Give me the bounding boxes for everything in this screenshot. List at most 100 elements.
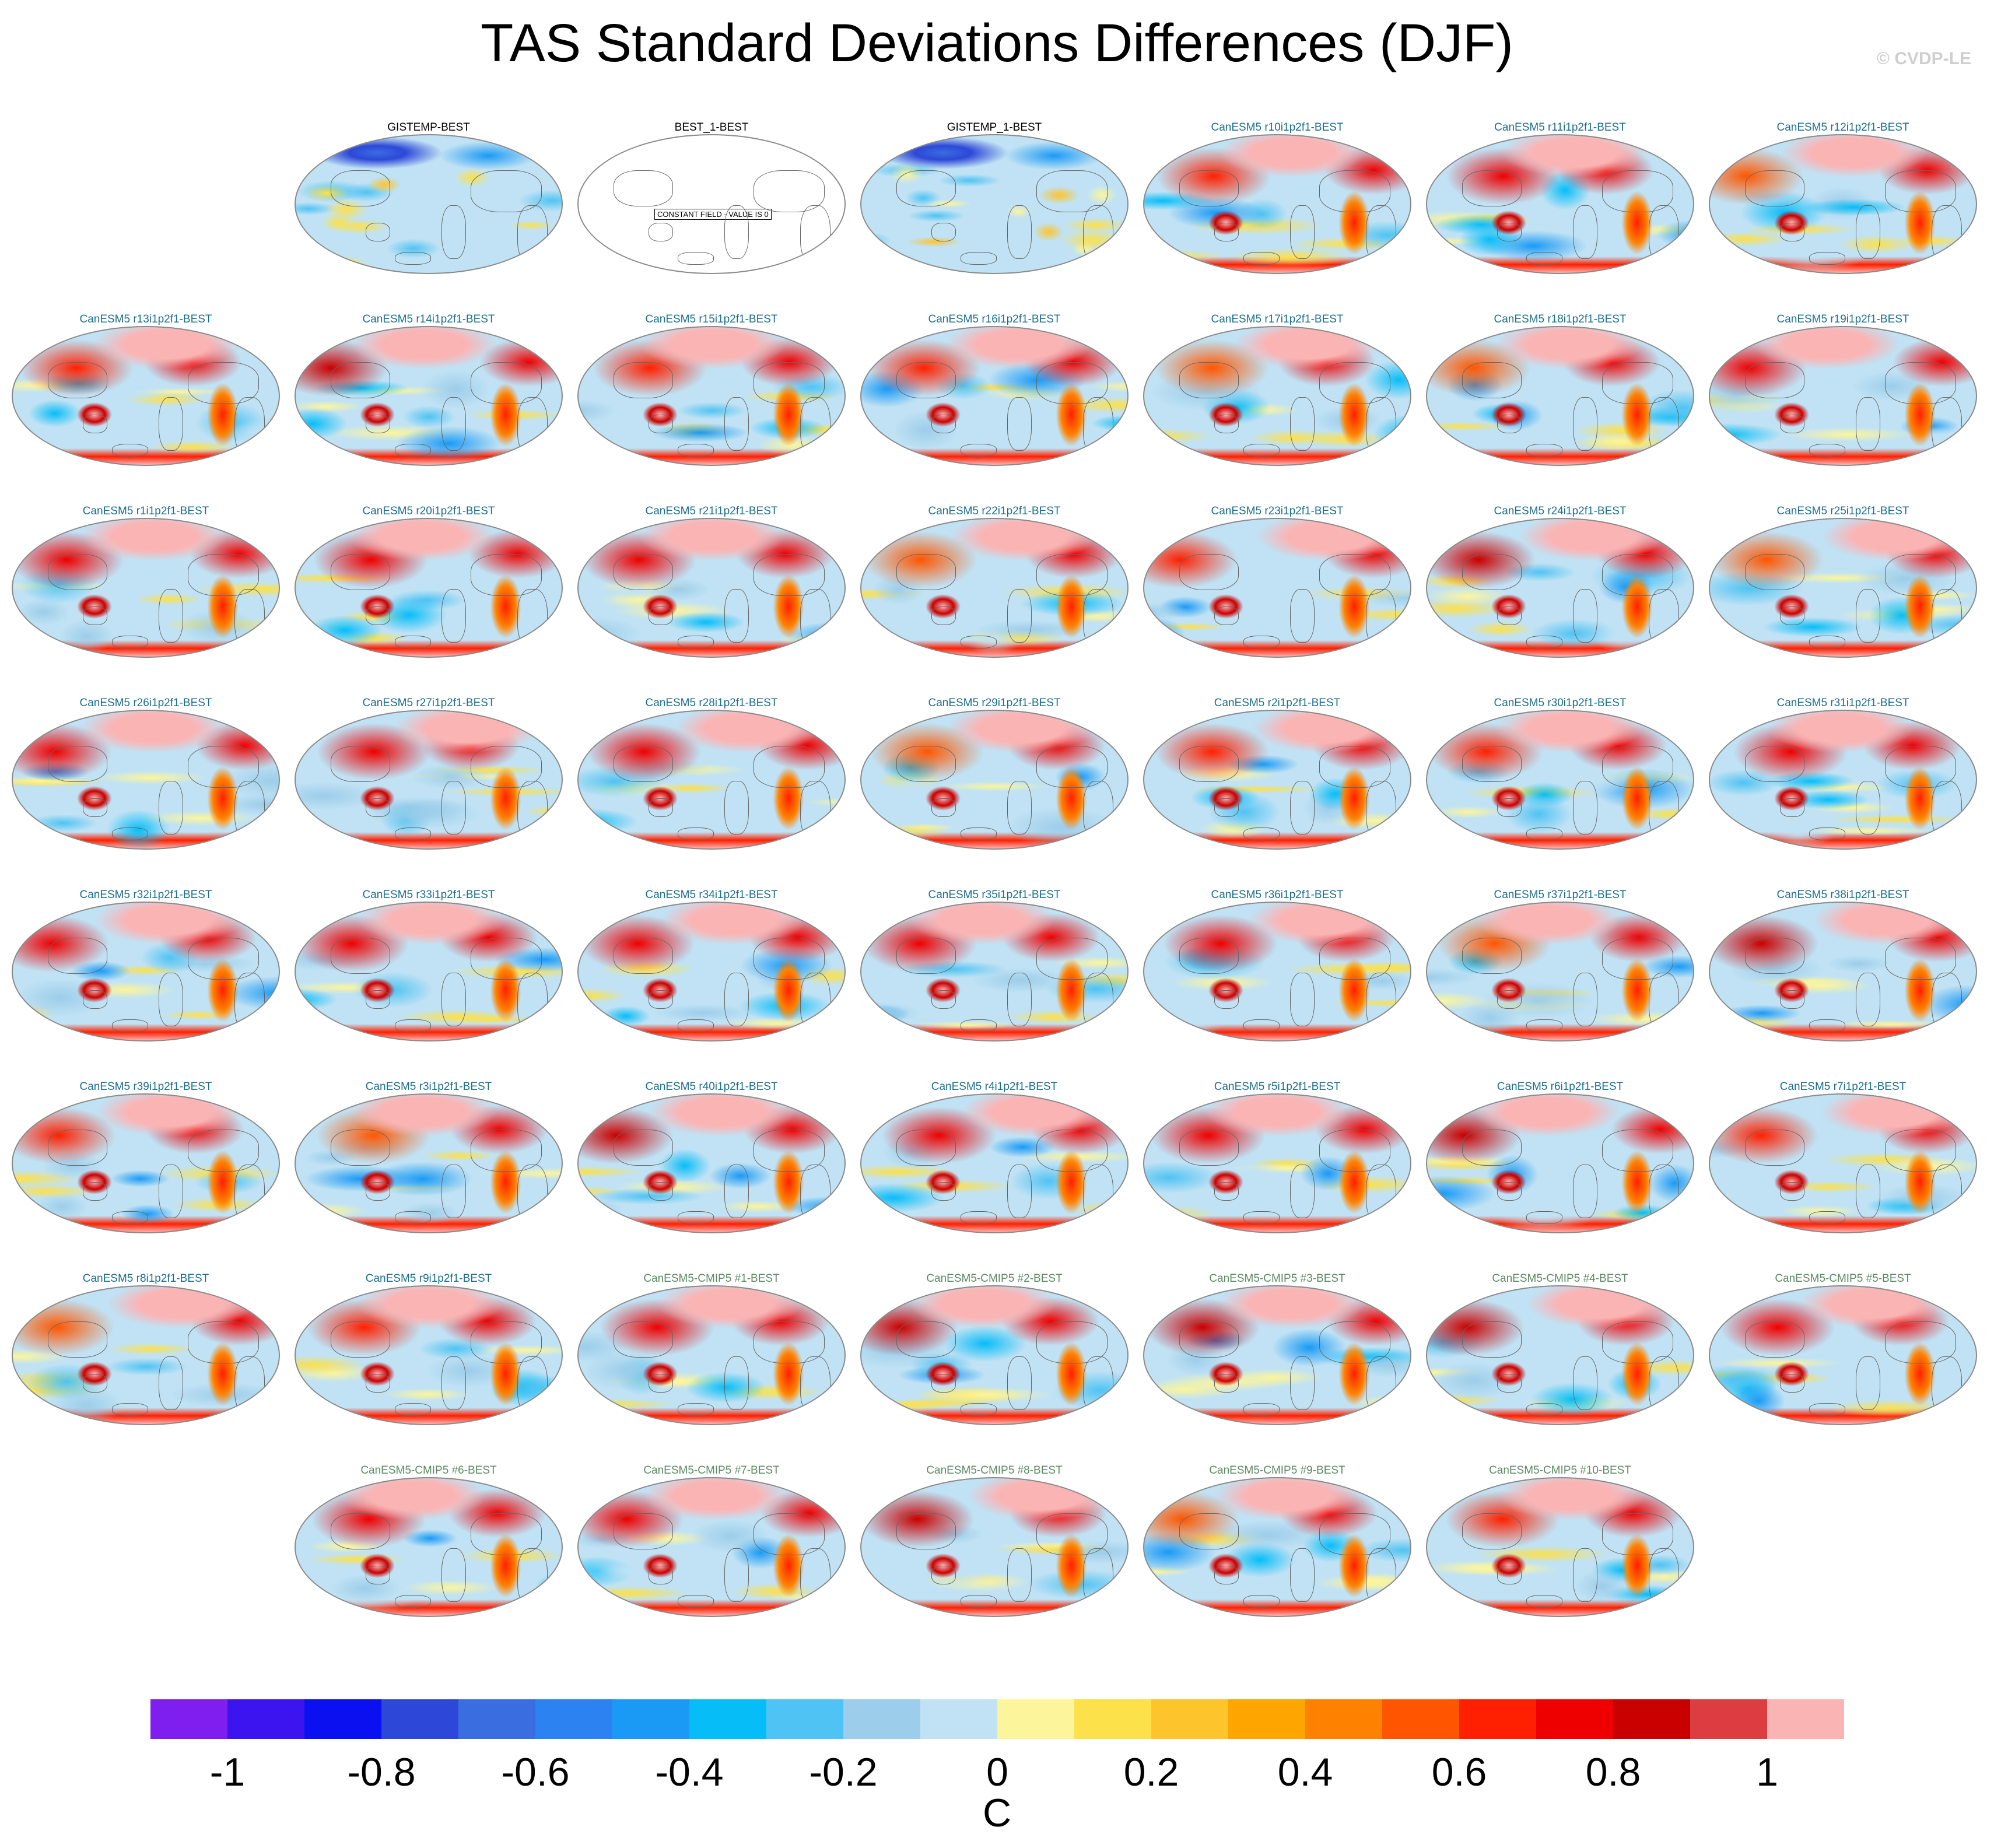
- coastline-outline: [1243, 1595, 1280, 1608]
- map-panel: CanESM5 r26i1p2f1-BEST: [6, 697, 286, 854]
- coastline-outline: [724, 1548, 749, 1602]
- globe-map: [1143, 134, 1411, 274]
- coastline-outline: [159, 781, 183, 834]
- coastline-outline: [1885, 938, 1956, 980]
- coastline-outline: [649, 1566, 673, 1584]
- globe-map: [860, 1477, 1129, 1617]
- panel-title: CanESM5 r22i1p2f1-BEST: [928, 505, 1061, 517]
- coastline-outline: [1780, 415, 1804, 433]
- coastline-outline: [961, 444, 997, 457]
- coastline-outline: [1243, 1019, 1280, 1032]
- coastline-outline: [1649, 781, 1679, 840]
- map-panel: CanESM5-CMIP5 #1-BEST: [572, 1272, 851, 1430]
- coastline-outline: [366, 990, 390, 1009]
- coastline-outline: [395, 1019, 431, 1032]
- coastline-outline: [649, 606, 673, 625]
- coastline-outline: [517, 589, 548, 648]
- coastline-outline: [188, 1130, 259, 1172]
- coastline-outline: [1497, 1182, 1522, 1201]
- panel-title: CanESM5 r13i1p2f1-BEST: [79, 313, 212, 325]
- coastline-outline: [1083, 397, 1113, 457]
- coastline-outline: [1083, 589, 1113, 648]
- coastline-outline: [1932, 1356, 1962, 1416]
- coastline-outline: [614, 1321, 673, 1358]
- coastline-outline: [1526, 1595, 1562, 1608]
- colorbar-swatch: [227, 1699, 304, 1739]
- coastline-outline: [83, 1182, 107, 1201]
- coastline-outline: [649, 1182, 673, 1201]
- coastline-outline: [1290, 589, 1315, 643]
- coastline-outline: [1366, 1165, 1396, 1224]
- panel-title: CanESM5 r3i1p2f1-BEST: [365, 1081, 492, 1093]
- colorbar-swatch: [1690, 1699, 1767, 1739]
- colorbar-swatch: [1459, 1699, 1536, 1739]
- coastline-outline: [896, 1513, 956, 1549]
- coastline-outline: [754, 938, 825, 980]
- coastline-outline: [1602, 1321, 1673, 1363]
- coastline-outline: [1856, 205, 1880, 259]
- globe-map: [860, 326, 1129, 466]
- panel-title: CanESM5-CMIP5 #5-BEST: [1775, 1272, 1911, 1285]
- coastline-outline: [1083, 1548, 1113, 1608]
- coastline-outline: [1885, 170, 1956, 212]
- coastline-outline: [1462, 746, 1522, 782]
- coastline-outline: [441, 781, 466, 834]
- map-panel: CanESM5 r37i1p2f1-BEST: [1420, 889, 1700, 1046]
- coastline-outline: [896, 554, 956, 590]
- coastline-outline: [1319, 1130, 1390, 1172]
- globe-map: [1143, 518, 1411, 658]
- coastline-outline: [1856, 1356, 1880, 1410]
- figure-title: TAS Standard Deviations Differences (DJF…: [481, 13, 1513, 73]
- coastline-outline: [471, 362, 542, 404]
- coastline-outline: [159, 973, 183, 1026]
- panel-title: CanESM5 r11i1p2f1-BEST: [1494, 121, 1626, 134]
- coastline-outline: [1036, 170, 1108, 212]
- coastline-outline: [1462, 170, 1522, 206]
- coastline-outline: [1179, 938, 1239, 974]
- globe-map: [860, 1093, 1129, 1233]
- panel-title: CanESM5 r5i1p2f1-BEST: [1214, 1081, 1341, 1093]
- globe-map: [1143, 902, 1411, 1042]
- coastline-outline: [1214, 223, 1239, 241]
- coastline-outline: [1745, 1130, 1804, 1166]
- panel-title: CanESM5 r39i1p2f1-BEST: [79, 1081, 212, 1093]
- map-panel: CanESM5-CMIP5 #7-BEST: [572, 1464, 851, 1622]
- coastline-outline: [614, 362, 673, 398]
- coastline-outline: [1745, 170, 1804, 206]
- coastline-outline: [1214, 415, 1239, 433]
- globe-map: [1709, 1285, 1977, 1425]
- coastline-outline: [1243, 444, 1280, 457]
- panel-title: GISTEMP_1-BEST: [947, 121, 1042, 134]
- coastline-outline: [1745, 746, 1804, 782]
- map-panel: CanESM5 r1i1p2f1-BEST: [6, 505, 286, 662]
- panel-title: CanESM5-CMIP5 #3-BEST: [1209, 1272, 1345, 1285]
- globe-map: [1709, 326, 1977, 466]
- coastline-outline: [331, 1513, 390, 1549]
- map-panel: CanESM5-CMIP5 #2-BEST: [854, 1272, 1134, 1430]
- coastline-outline: [678, 1019, 714, 1032]
- coastline-outline: [1780, 1374, 1804, 1393]
- coastline-outline: [649, 1374, 673, 1393]
- coastline-outline: [800, 1356, 830, 1416]
- coastline-outline: [441, 397, 466, 451]
- coastline-outline: [1856, 973, 1880, 1026]
- panel-title: CanESM5 r32i1p2f1-BEST: [79, 889, 212, 901]
- coastline-outline: [441, 589, 466, 643]
- colorbar-tick-label: 0: [986, 1750, 1008, 1794]
- panel-title: CanESM5 r24i1p2f1-BEST: [1494, 505, 1627, 517]
- coastline-outline: [614, 938, 673, 974]
- coastline-outline: [614, 746, 673, 782]
- coastline-outline: [1007, 205, 1032, 259]
- colorbar-tick-label: -1: [209, 1750, 246, 1794]
- coastline-outline: [1526, 252, 1562, 265]
- coastline-outline: [724, 589, 749, 643]
- panel-title: CanESM5-CMIP5 #4-BEST: [1492, 1272, 1628, 1285]
- coastline-outline: [1780, 223, 1804, 241]
- coastline-outline: [517, 781, 548, 840]
- coastline-outline: [366, 1182, 390, 1201]
- map-panel: CanESM5 r22i1p2f1-BEST: [854, 505, 1134, 662]
- coastline-outline: [1319, 1321, 1390, 1363]
- colorbar-swatch: [304, 1699, 381, 1739]
- globe-map: [860, 518, 1129, 658]
- coastline-outline: [331, 170, 390, 206]
